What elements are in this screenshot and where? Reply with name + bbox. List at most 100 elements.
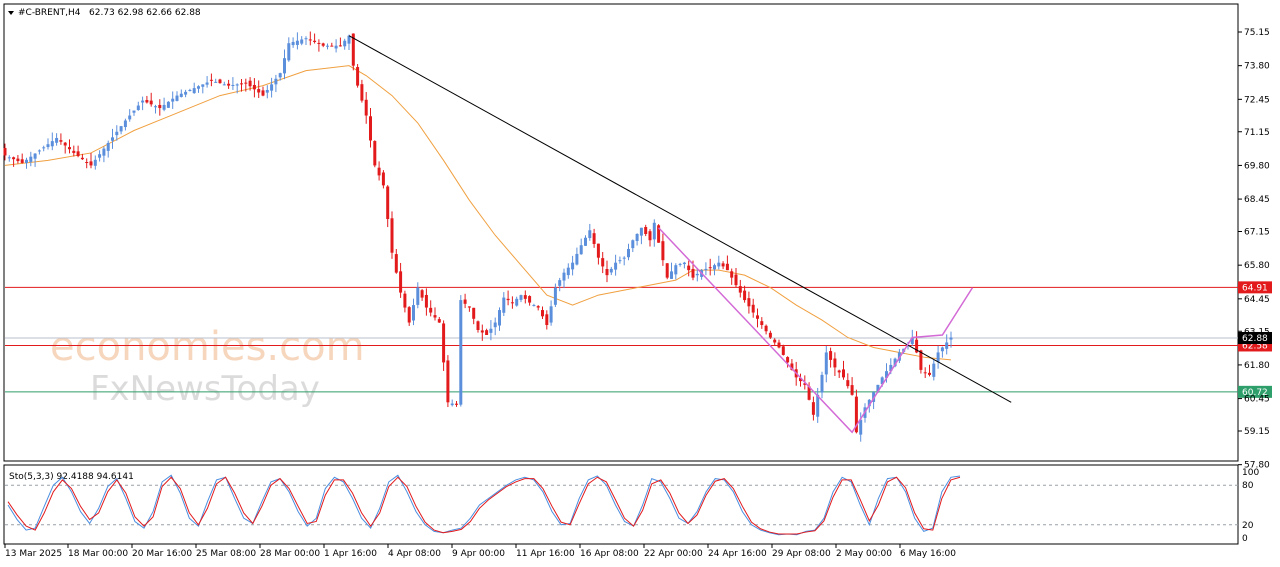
price-tick-label: 68.45 bbox=[1244, 195, 1270, 205]
candle-body bbox=[829, 351, 833, 360]
time-tick-label: 4 Apr 08:00 bbox=[388, 549, 441, 559]
drawn-lines bbox=[348, 35, 1012, 434]
candle-body bbox=[394, 254, 398, 273]
candle-body bbox=[205, 82, 209, 85]
candle-body bbox=[614, 262, 618, 270]
candle-body bbox=[661, 241, 665, 261]
candle-body bbox=[442, 323, 446, 363]
time-tick-label: 11 Apr 16:00 bbox=[516, 549, 575, 559]
candle-body bbox=[493, 322, 497, 328]
candle-body bbox=[12, 157, 16, 160]
candle-body bbox=[420, 290, 424, 298]
candle-body bbox=[910, 337, 914, 344]
candle-body bbox=[351, 33, 355, 66]
candle-body bbox=[751, 304, 755, 313]
candle-body bbox=[708, 267, 712, 269]
candle-body bbox=[682, 262, 686, 265]
candle-body bbox=[201, 84, 205, 87]
candle-body bbox=[287, 43, 291, 61]
candle-body bbox=[356, 67, 360, 86]
candle-body bbox=[738, 286, 742, 293]
candle-body bbox=[936, 352, 940, 362]
time-tick-label: 18 Mar 00:00 bbox=[68, 549, 128, 559]
candle-body bbox=[188, 89, 192, 91]
candle-body bbox=[390, 218, 394, 253]
candle-body bbox=[136, 105, 140, 111]
candle-body bbox=[115, 131, 119, 136]
candle-body bbox=[446, 360, 450, 403]
candle-body bbox=[919, 350, 923, 370]
watermark-fxnewstoday: FxNewsToday bbox=[90, 369, 320, 409]
candle-body bbox=[652, 222, 656, 240]
candle-body bbox=[257, 89, 261, 93]
candle-body bbox=[932, 363, 936, 377]
candle-body bbox=[678, 263, 682, 265]
collapse-triangle-icon[interactable] bbox=[8, 11, 14, 15]
price-tick-label: 69.80 bbox=[1244, 161, 1270, 171]
candle-body bbox=[811, 402, 815, 415]
candle-body bbox=[854, 396, 858, 433]
candle-body bbox=[536, 306, 540, 308]
level-tag-label: 64.91 bbox=[1242, 283, 1268, 293]
candle-body bbox=[244, 82, 248, 84]
stochastic-signal-line bbox=[7, 476, 961, 535]
candle-body bbox=[803, 383, 807, 385]
candle-body bbox=[687, 265, 691, 271]
moving-average bbox=[4, 65, 952, 361]
candle-body bbox=[171, 98, 175, 102]
candle-body bbox=[317, 42, 321, 44]
candle-body bbox=[369, 116, 372, 141]
stochastic-tick-label: 20 bbox=[1242, 521, 1254, 531]
candle-body bbox=[915, 339, 919, 353]
candle-body bbox=[295, 40, 299, 45]
candle-body bbox=[876, 384, 880, 392]
stochastic-tick-label: 0 bbox=[1242, 534, 1248, 544]
candle-body bbox=[68, 147, 71, 150]
candle-body bbox=[596, 243, 600, 258]
candle-body bbox=[558, 280, 562, 286]
candle-body bbox=[433, 315, 437, 318]
candle-body bbox=[480, 330, 484, 333]
downtrend-line bbox=[348, 35, 1012, 403]
candle-body bbox=[885, 371, 888, 378]
main-pane bbox=[3, 3, 1239, 462]
candle-body bbox=[334, 45, 338, 49]
candle-body bbox=[489, 328, 493, 333]
candle-body bbox=[764, 325, 768, 332]
candle-body bbox=[618, 260, 622, 262]
candle-body bbox=[459, 300, 463, 405]
moving-average-line bbox=[4, 65, 952, 361]
candle-body bbox=[76, 151, 80, 157]
candle-body bbox=[227, 83, 231, 86]
candle-body bbox=[20, 159, 24, 163]
candle-body bbox=[106, 142, 110, 151]
candle-body bbox=[347, 35, 351, 44]
candle-body bbox=[472, 307, 476, 319]
time-tick-label: 2 May 00:00 bbox=[836, 549, 892, 559]
candle-body bbox=[893, 358, 897, 367]
candle-body bbox=[450, 403, 454, 406]
chart-header: #C-BRENT,H4 62.73 62.98 62.66 62.88 bbox=[8, 8, 201, 18]
candles bbox=[3, 31, 953, 442]
candle-body bbox=[416, 287, 420, 305]
time-tick-label: 6 May 16:00 bbox=[900, 549, 956, 559]
candle-body bbox=[799, 377, 802, 382]
candle-body bbox=[326, 45, 329, 47]
price-tick-label: 65.80 bbox=[1244, 261, 1270, 271]
candle-body bbox=[523, 295, 527, 299]
candle-body bbox=[721, 263, 725, 267]
candle-body bbox=[252, 84, 256, 90]
candle-body bbox=[403, 293, 407, 308]
candle-body bbox=[313, 40, 317, 42]
candle-body bbox=[291, 41, 295, 46]
candle-body bbox=[644, 226, 648, 234]
candle-body bbox=[154, 106, 157, 108]
candle-body bbox=[657, 225, 661, 243]
candle-body bbox=[605, 269, 609, 276]
candle-body bbox=[85, 162, 89, 164]
level-tag-label: 62.58 bbox=[1242, 341, 1268, 351]
candle-body bbox=[528, 296, 532, 303]
time-tick-label: 9 Apr 00:00 bbox=[452, 549, 505, 559]
stochastic-tick-label: 80 bbox=[1242, 481, 1254, 491]
